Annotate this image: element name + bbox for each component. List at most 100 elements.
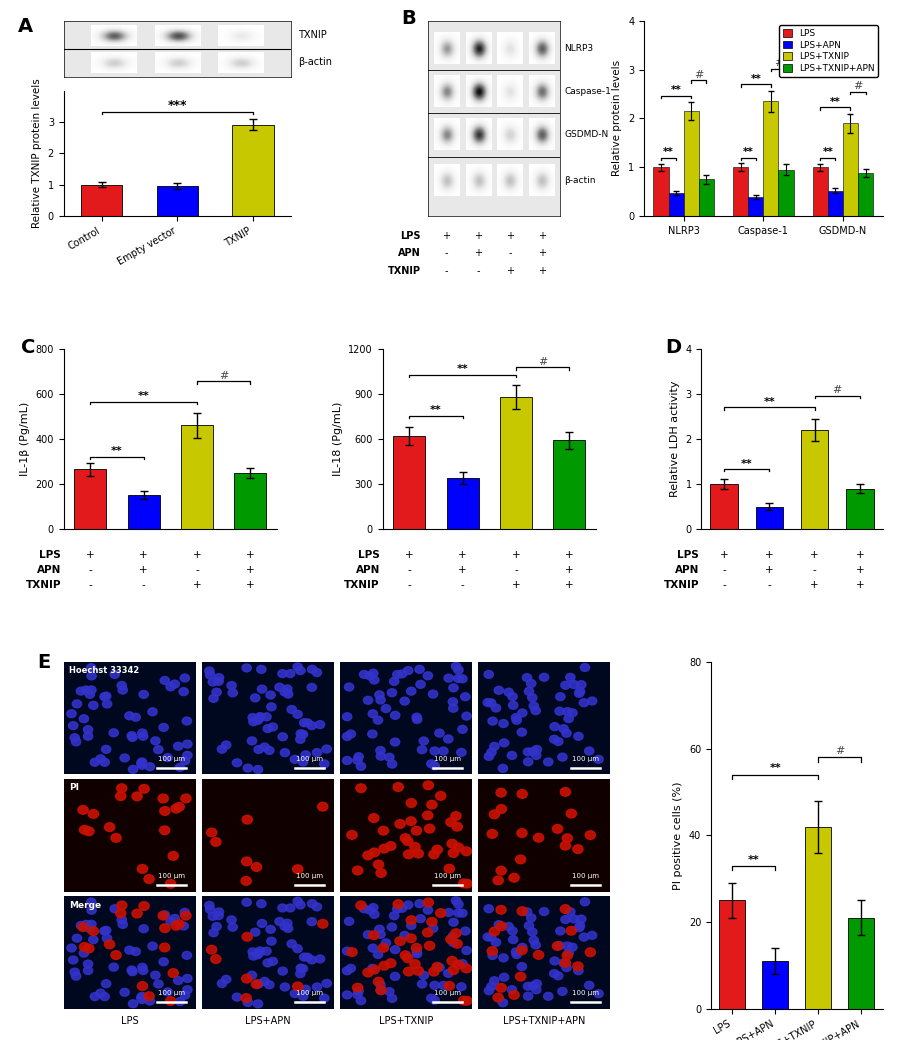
Bar <box>181 425 213 529</box>
Circle shape <box>568 943 577 952</box>
Circle shape <box>183 986 192 993</box>
Circle shape <box>78 806 88 814</box>
Text: LPS+TXNIP: LPS+TXNIP <box>379 1015 433 1025</box>
Circle shape <box>570 915 579 922</box>
Text: +: + <box>511 549 521 560</box>
Circle shape <box>415 666 424 673</box>
Circle shape <box>561 841 571 850</box>
Circle shape <box>345 683 354 691</box>
Circle shape <box>494 920 503 929</box>
Text: LPS: LPS <box>121 1015 139 1025</box>
Circle shape <box>550 957 560 965</box>
Circle shape <box>449 939 458 946</box>
Circle shape <box>499 720 508 728</box>
Circle shape <box>342 712 352 721</box>
Circle shape <box>430 996 440 1005</box>
Circle shape <box>308 722 317 729</box>
Circle shape <box>284 691 293 698</box>
Circle shape <box>488 718 497 725</box>
Circle shape <box>154 980 163 988</box>
Circle shape <box>280 983 289 991</box>
Circle shape <box>424 825 435 833</box>
Circle shape <box>446 935 456 943</box>
Circle shape <box>66 944 76 952</box>
Circle shape <box>389 912 399 919</box>
Text: LPS: LPS <box>39 549 61 560</box>
Circle shape <box>84 966 93 974</box>
Circle shape <box>241 993 251 1003</box>
Circle shape <box>376 752 386 760</box>
Circle shape <box>278 967 288 976</box>
Circle shape <box>212 922 221 931</box>
Circle shape <box>102 980 111 988</box>
Circle shape <box>493 876 503 885</box>
Circle shape <box>176 763 185 772</box>
Circle shape <box>570 680 579 688</box>
Bar <box>232 125 274 216</box>
Circle shape <box>550 735 559 744</box>
Circle shape <box>376 747 385 754</box>
Text: +: + <box>506 265 514 276</box>
Circle shape <box>555 707 564 716</box>
Text: +: + <box>565 549 573 560</box>
Bar <box>81 185 123 216</box>
Circle shape <box>522 908 531 916</box>
Y-axis label: Relative LDH activity: Relative LDH activity <box>670 381 680 497</box>
Text: -: - <box>408 565 411 575</box>
Circle shape <box>556 927 565 935</box>
Circle shape <box>105 940 115 948</box>
Circle shape <box>214 677 223 685</box>
Circle shape <box>250 694 260 702</box>
Circle shape <box>86 920 96 928</box>
Circle shape <box>181 795 191 803</box>
Circle shape <box>267 937 276 945</box>
Circle shape <box>139 925 148 933</box>
Circle shape <box>72 700 82 708</box>
Circle shape <box>81 686 91 694</box>
Circle shape <box>499 764 508 773</box>
Circle shape <box>163 754 172 761</box>
Text: -: - <box>142 580 146 591</box>
Circle shape <box>87 672 96 680</box>
Circle shape <box>179 922 188 930</box>
Circle shape <box>561 729 571 737</box>
Circle shape <box>435 729 444 737</box>
Circle shape <box>100 992 109 1000</box>
Text: +: + <box>474 249 482 258</box>
Circle shape <box>352 983 363 992</box>
Circle shape <box>183 974 192 983</box>
Circle shape <box>499 954 508 962</box>
Circle shape <box>375 926 384 933</box>
Circle shape <box>422 811 433 820</box>
Circle shape <box>459 879 469 888</box>
Circle shape <box>205 902 214 909</box>
Circle shape <box>242 815 252 824</box>
Circle shape <box>577 915 586 922</box>
Circle shape <box>552 825 562 833</box>
Text: +: + <box>405 549 413 560</box>
Circle shape <box>443 735 453 743</box>
Text: +: + <box>720 549 728 560</box>
Bar <box>755 506 783 529</box>
Circle shape <box>562 834 572 842</box>
Bar <box>711 484 738 529</box>
Text: 100 μm: 100 μm <box>571 756 599 762</box>
Circle shape <box>217 746 227 753</box>
Circle shape <box>127 966 136 973</box>
Circle shape <box>166 996 176 1006</box>
Bar <box>553 440 585 529</box>
Circle shape <box>594 755 603 763</box>
Circle shape <box>454 901 463 908</box>
Circle shape <box>215 674 224 681</box>
Circle shape <box>412 713 421 721</box>
Circle shape <box>454 675 463 682</box>
Circle shape <box>373 717 383 724</box>
Circle shape <box>293 710 302 719</box>
Circle shape <box>103 934 112 942</box>
Circle shape <box>111 833 121 842</box>
Circle shape <box>86 691 95 698</box>
Circle shape <box>403 954 413 963</box>
Circle shape <box>319 760 329 768</box>
Circle shape <box>72 972 81 980</box>
Circle shape <box>110 671 119 678</box>
